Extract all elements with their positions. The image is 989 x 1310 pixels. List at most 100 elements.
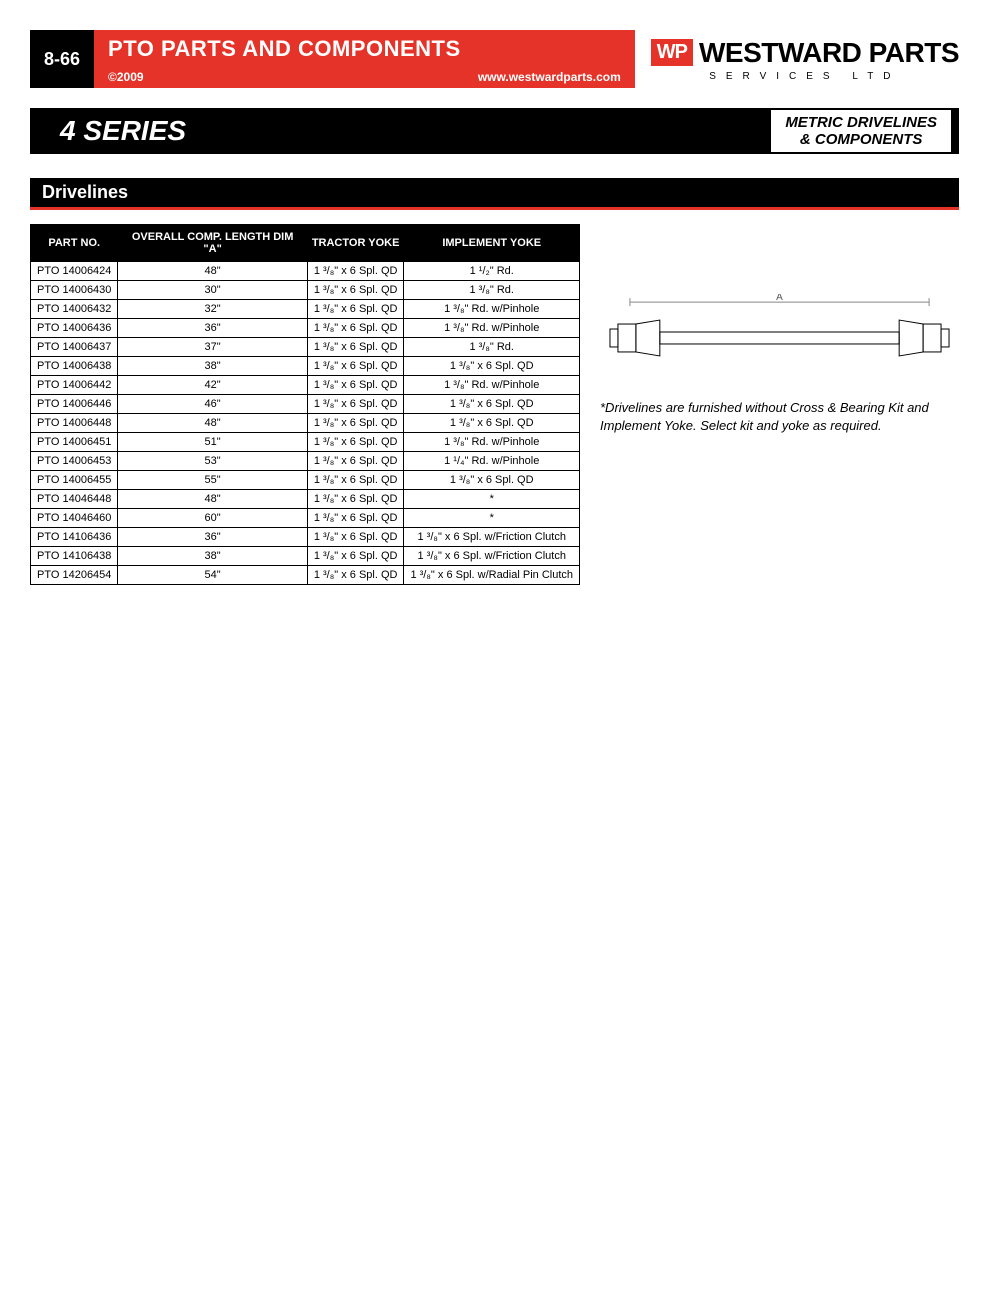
svg-text:A: A bbox=[776, 294, 783, 303]
table-cell: 1 ³/₈" x 6 Spl. QD bbox=[307, 395, 404, 414]
table-cell: 1 ³/₈" x 6 Spl. QD bbox=[307, 547, 404, 566]
table-cell: 1 ³/₈" x 6 Spl. QD bbox=[307, 490, 404, 509]
table-cell: 48" bbox=[118, 414, 307, 433]
table-row: PTO 1400643232"1 ³/₈" x 6 Spl. QD1 ³/₈" … bbox=[31, 300, 580, 319]
table-row: PTO 1400643636"1 ³/₈" x 6 Spl. QD1 ³/₈" … bbox=[31, 319, 580, 338]
table-cell: 53" bbox=[118, 452, 307, 471]
parts-table-wrap: PART NO.OVERALL COMP. LENGTH DIM "A"TRAC… bbox=[30, 224, 580, 585]
table-row: PTO 1400643030"1 ³/₈" x 6 Spl. QD1 ³/₈" … bbox=[31, 281, 580, 300]
table-cell: PTO 14006430 bbox=[31, 281, 118, 300]
table-header: PART NO.OVERALL COMP. LENGTH DIM "A"TRAC… bbox=[31, 225, 580, 262]
table-cell: 1 ³/₈" x 6 Spl. QD bbox=[307, 433, 404, 452]
table-cell: PTO 14006432 bbox=[31, 300, 118, 319]
table-row: PTO 1400642448"1 ³/₈" x 6 Spl. QD1 ¹/₂" … bbox=[31, 262, 580, 281]
table-cell: 1 ¹/₄" Rd. w/Pinhole bbox=[404, 452, 580, 471]
table-cell: 48" bbox=[118, 262, 307, 281]
table-row: PTO 1400643838"1 ³/₈" x 6 Spl. QD1 ³/₈" … bbox=[31, 357, 580, 376]
table-cell: 42" bbox=[118, 376, 307, 395]
table-cell: 1 ³/₈" Rd. w/Pinhole bbox=[404, 433, 580, 452]
table-cell: 1 ³/₈" x 6 Spl. QD bbox=[307, 471, 404, 490]
table-cell: 1 ³/₈" Rd. w/Pinhole bbox=[404, 319, 580, 338]
table-cell: 36" bbox=[118, 528, 307, 547]
column-header: TRACTOR YOKE bbox=[307, 225, 404, 262]
table-cell: 1 ³/₈" x 6 Spl. QD bbox=[307, 262, 404, 281]
page-number: 8-66 bbox=[30, 30, 94, 88]
table-cell: 1 ³/₈" x 6 Spl. QD bbox=[307, 300, 404, 319]
table-cell: 1 ³/₈" x 6 Spl. QD bbox=[307, 357, 404, 376]
logo-subtitle: SERVICES LTD bbox=[651, 71, 959, 82]
table-row: PTO 1400645353"1 ³/₈" x 6 Spl. QD1 ¹/₄" … bbox=[31, 452, 580, 471]
table-cell: 1 ³/₈" Rd. w/Pinhole bbox=[404, 300, 580, 319]
table-cell: 1 ³/₈" x 6 Spl. QD bbox=[307, 566, 404, 585]
table-cell: 1 ¹/₂" Rd. bbox=[404, 262, 580, 281]
section-title-bar: Drivelines bbox=[30, 178, 959, 210]
website-text: www.westwardparts.com bbox=[478, 70, 621, 84]
category-line1: METRIC DRIVELINES bbox=[785, 114, 937, 131]
table-row: PTO 1404644848"1 ³/₈" x 6 Spl. QD* bbox=[31, 490, 580, 509]
header-middle: PTO PARTS AND COMPONENTS ©2009 www.westw… bbox=[94, 30, 635, 88]
table-cell: PTO 14206454 bbox=[31, 566, 118, 585]
table-cell: 30" bbox=[118, 281, 307, 300]
category-box: METRIC DRIVELINES & COMPONENTS bbox=[769, 108, 953, 154]
table-cell: 1 ³/₈" x 6 Spl. QD bbox=[404, 395, 580, 414]
table-cell: PTO 14006424 bbox=[31, 262, 118, 281]
table-cell: 1 ³/₈" x 6 Spl. QD bbox=[307, 452, 404, 471]
table-cell: 55" bbox=[118, 471, 307, 490]
table-row: PTO 1400644646"1 ³/₈" x 6 Spl. QD1 ³/₈" … bbox=[31, 395, 580, 414]
table-row: PTO 1420645454"1 ³/₈" x 6 Spl. QD1 ³/₈" … bbox=[31, 566, 580, 585]
table-cell: PTO 14006453 bbox=[31, 452, 118, 471]
table-cell: 1 ³/₈" x 6 Spl. QD bbox=[404, 357, 580, 376]
table-cell: * bbox=[404, 490, 580, 509]
table-cell: PTO 14046460 bbox=[31, 509, 118, 528]
series-banner: 4 SERIES METRIC DRIVELINES & COMPONENTS bbox=[30, 108, 959, 154]
table-cell: 1 ³/₈" x 6 Spl. QD bbox=[307, 414, 404, 433]
side-panel: A *Drivelines are furnished without Cros… bbox=[600, 224, 959, 585]
table-cell: 60" bbox=[118, 509, 307, 528]
table-cell: 46" bbox=[118, 395, 307, 414]
table-cell: PTO 14006451 bbox=[31, 433, 118, 452]
table-row: PTO 1410643636"1 ³/₈" x 6 Spl. QD1 ³/₈" … bbox=[31, 528, 580, 547]
parts-table: PART NO.OVERALL COMP. LENGTH DIM "A"TRAC… bbox=[30, 224, 580, 585]
table-cell: 1 ³/₈" x 6 Spl. QD bbox=[404, 414, 580, 433]
table-cell: 1 ³/₈" x 6 Spl. QD bbox=[404, 471, 580, 490]
table-cell: PTO 14006437 bbox=[31, 338, 118, 357]
table-cell: 1 ³/₈" Rd. w/Pinhole bbox=[404, 376, 580, 395]
header-sub-bar: ©2009 www.westwardparts.com bbox=[94, 68, 635, 88]
table-cell: PTO 14006455 bbox=[31, 471, 118, 490]
content-area: PART NO.OVERALL COMP. LENGTH DIM "A"TRAC… bbox=[30, 224, 959, 585]
driveline-diagram-icon: A bbox=[600, 294, 959, 374]
table-cell: 1 ³/₈" x 6 Spl. QD bbox=[307, 376, 404, 395]
header-title: PTO PARTS AND COMPONENTS bbox=[94, 30, 635, 68]
page-header: 8-66 PTO PARTS AND COMPONENTS ©2009 www.… bbox=[30, 30, 959, 88]
table-body: PTO 1400642448"1 ³/₈" x 6 Spl. QD1 ¹/₂" … bbox=[31, 262, 580, 585]
copyright-text: ©2009 bbox=[108, 70, 144, 84]
table-row: PTO 1404646060"1 ³/₈" x 6 Spl. QD* bbox=[31, 509, 580, 528]
table-cell: PTO 14006442 bbox=[31, 376, 118, 395]
table-cell: * bbox=[404, 509, 580, 528]
logo-company-name: WESTWARD PARTS bbox=[699, 37, 959, 69]
table-row: PTO 1400644242"1 ³/₈" x 6 Spl. QD1 ³/₈" … bbox=[31, 376, 580, 395]
table-cell: PTO 14046448 bbox=[31, 490, 118, 509]
category-line2: & COMPONENTS bbox=[785, 131, 937, 148]
table-cell: PTO 14006448 bbox=[31, 414, 118, 433]
table-cell: 1 ³/₈" x 6 Spl. QD bbox=[307, 319, 404, 338]
table-cell: 1 ³/₈" Rd. bbox=[404, 281, 580, 300]
footnote-text: *Drivelines are furnished without Cross … bbox=[600, 399, 959, 435]
table-cell: 1 ³/₈" x 6 Spl. w/Friction Clutch bbox=[404, 547, 580, 566]
table-cell: 1 ³/₈" x 6 Spl. QD bbox=[307, 528, 404, 547]
table-cell: PTO 14106436 bbox=[31, 528, 118, 547]
table-cell: 1 ³/₈" x 6 Spl. QD bbox=[307, 338, 404, 357]
logo-badge-icon: WP bbox=[651, 39, 693, 66]
table-cell: PTO 14006446 bbox=[31, 395, 118, 414]
table-cell: 54" bbox=[118, 566, 307, 585]
table-cell: 48" bbox=[118, 490, 307, 509]
table-cell: PTO 14006438 bbox=[31, 357, 118, 376]
table-cell: 37" bbox=[118, 338, 307, 357]
table-row: PTO 1400643737"1 ³/₈" x 6 Spl. QD1 ³/₈" … bbox=[31, 338, 580, 357]
table-cell: 1 ³/₈" x 6 Spl. w/Radial Pin Clutch bbox=[404, 566, 580, 585]
table-row: PTO 1400645555"1 ³/₈" x 6 Spl. QD1 ³/₈" … bbox=[31, 471, 580, 490]
table-row: PTO 1410643838"1 ³/₈" x 6 Spl. QD1 ³/₈" … bbox=[31, 547, 580, 566]
series-label: 4 SERIES bbox=[30, 115, 769, 147]
table-cell: PTO 14106438 bbox=[31, 547, 118, 566]
table-row: PTO 1400645151"1 ³/₈" x 6 Spl. QD1 ³/₈" … bbox=[31, 433, 580, 452]
